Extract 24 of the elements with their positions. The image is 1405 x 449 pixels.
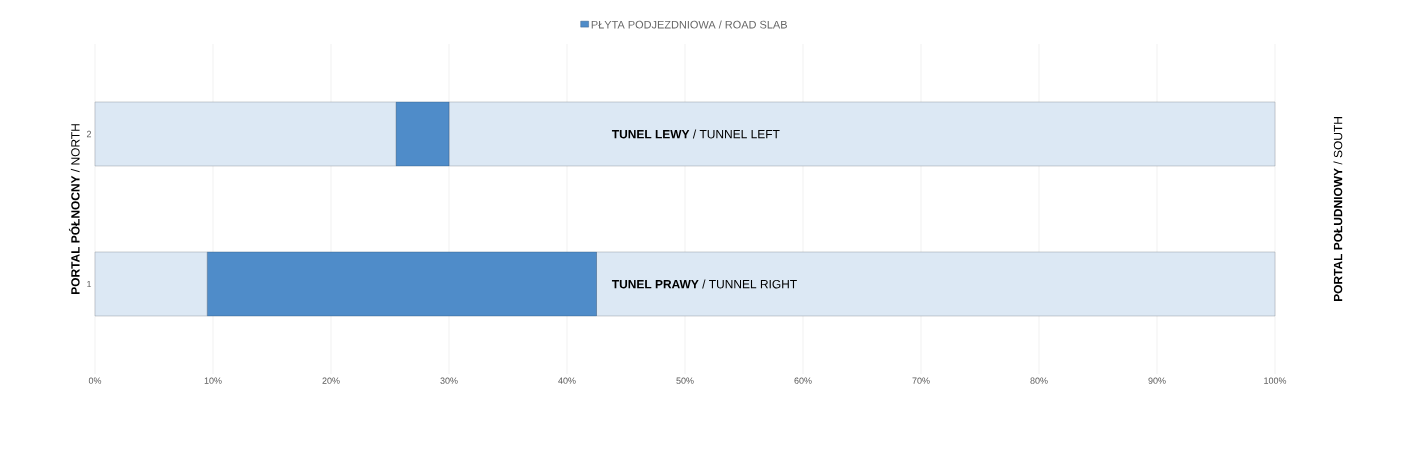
x-tick-label: 0% <box>88 377 102 384</box>
y-tick-label: 2 <box>86 130 92 138</box>
legend-label: PŁYTA PODJEZDNIOWA / ROAD SLAB <box>591 20 787 29</box>
annotation: TUNEL PRAWY / TUNNEL RIGHT <box>611 279 797 289</box>
x-tick-label: 60% <box>794 377 812 384</box>
bar <box>94 251 208 317</box>
y-axis-title: PORTAL PÓŁNOCNY / NORTH <box>68 124 80 294</box>
y2-axis-title: PORTAL POŁUDNIOWY / SOUTH <box>1333 117 1343 302</box>
bar <box>206 251 597 317</box>
bar <box>395 101 450 167</box>
x-tick-label: 50% <box>676 377 694 384</box>
x-tick-label: 20% <box>322 377 340 384</box>
bar <box>94 101 397 167</box>
x-tick-label: 100% <box>1264 377 1287 384</box>
x-tick-label: 30% <box>440 377 458 384</box>
x-tick-label: 70% <box>912 377 930 384</box>
x-tick-label: 90% <box>1148 377 1166 384</box>
x-tick-label: 80% <box>1030 377 1048 384</box>
annotation: TUNEL LEWY / TUNNEL LEFT <box>611 129 780 139</box>
x-tick-label: 10% <box>204 377 222 384</box>
x-tick-label: 40% <box>558 377 576 384</box>
bar <box>596 251 1276 317</box>
y-tick-label: 1 <box>87 280 92 288</box>
bar <box>448 101 1276 167</box>
